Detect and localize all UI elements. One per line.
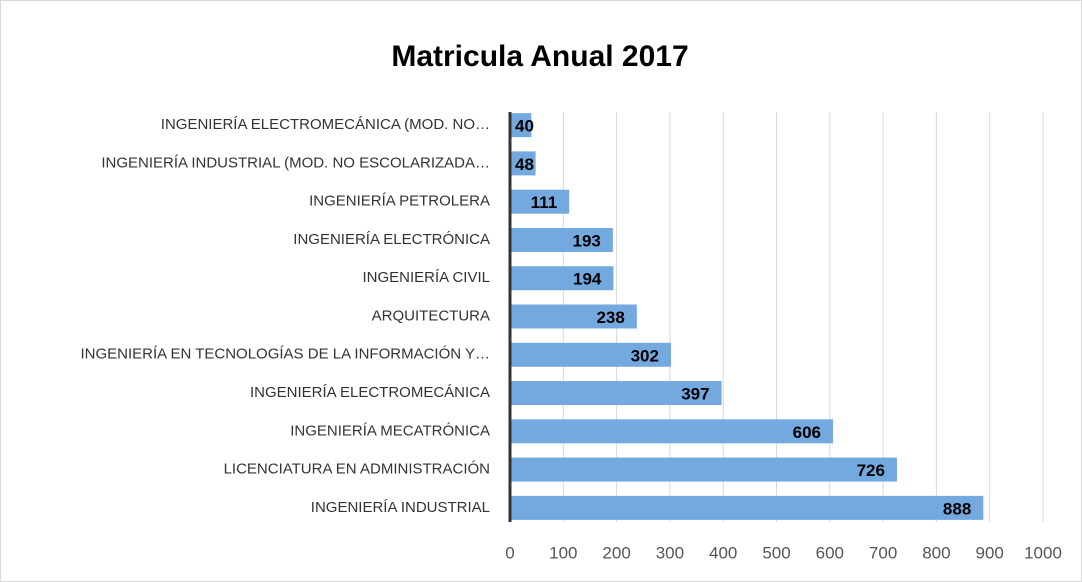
y-tick-label: INGENIERÍA PETROLERA [309, 193, 490, 210]
data-label: 397 [681, 385, 709, 404]
data-label: 194 [573, 270, 602, 289]
bar [510, 381, 722, 406]
x-tick-label: 300 [656, 543, 684, 562]
bar [510, 227, 613, 252]
data-label: 302 [631, 346, 659, 365]
data-label: 111 [531, 193, 558, 212]
bar [510, 495, 984, 520]
data-label: 238 [596, 308, 624, 327]
x-tick-label: 1000 [1024, 543, 1062, 562]
y-tick-label: ARQUITECTURA [372, 307, 490, 324]
y-tick-label: INGENIERÍA ELECTROMECÁNICA (MOD. NO… [161, 116, 490, 133]
x-tick-label: 700 [869, 543, 897, 562]
bar [510, 457, 897, 482]
y-tick-label: INGENIERÍA MECATRÓNICA [290, 422, 490, 439]
x-tick-label: 100 [549, 543, 577, 562]
bar [510, 151, 536, 176]
data-label: 888 [943, 499, 971, 518]
data-label: 606 [793, 423, 821, 442]
data-label: 48 [515, 155, 534, 174]
x-tick-label: 200 [602, 543, 630, 562]
x-tick-label: 500 [762, 543, 790, 562]
data-label: 40 [515, 117, 534, 136]
y-tick-label: INGENIERÍA EN TECNOLOGÍAS DE LA INFORMAC… [80, 346, 490, 363]
bar [510, 342, 671, 367]
x-tick-label: 900 [976, 543, 1004, 562]
x-tick-label: 600 [816, 543, 844, 562]
y-tick-label: LICENCIATURA EN ADMINISTRACIÓN [224, 461, 490, 478]
data-label: 193 [572, 231, 600, 250]
x-tick-label: 800 [922, 543, 950, 562]
y-tick-label: INGENIERÍA INDUSTRIAL [311, 499, 490, 516]
data-label: 726 [857, 461, 885, 480]
bar [510, 304, 637, 329]
bar [510, 189, 570, 214]
y-tick-label: INGENIERÍA INDUSTRIAL (MOD. NO ESCOLARIZ… [101, 154, 490, 171]
y-tick-label: INGENIERÍA CIVIL [362, 269, 490, 286]
x-tick-label: 0 [505, 543, 514, 562]
x-tick-label: 400 [709, 543, 737, 562]
bar [510, 266, 614, 291]
bar [510, 419, 833, 444]
y-tick-label: INGENIERÍA ELECTRÓNICA [293, 231, 490, 248]
y-tick-label: INGENIERÍA ELECTROMECÁNICA [250, 384, 490, 401]
bar [510, 113, 532, 138]
chart-title: Matricula Anual 2017 [391, 40, 688, 73]
